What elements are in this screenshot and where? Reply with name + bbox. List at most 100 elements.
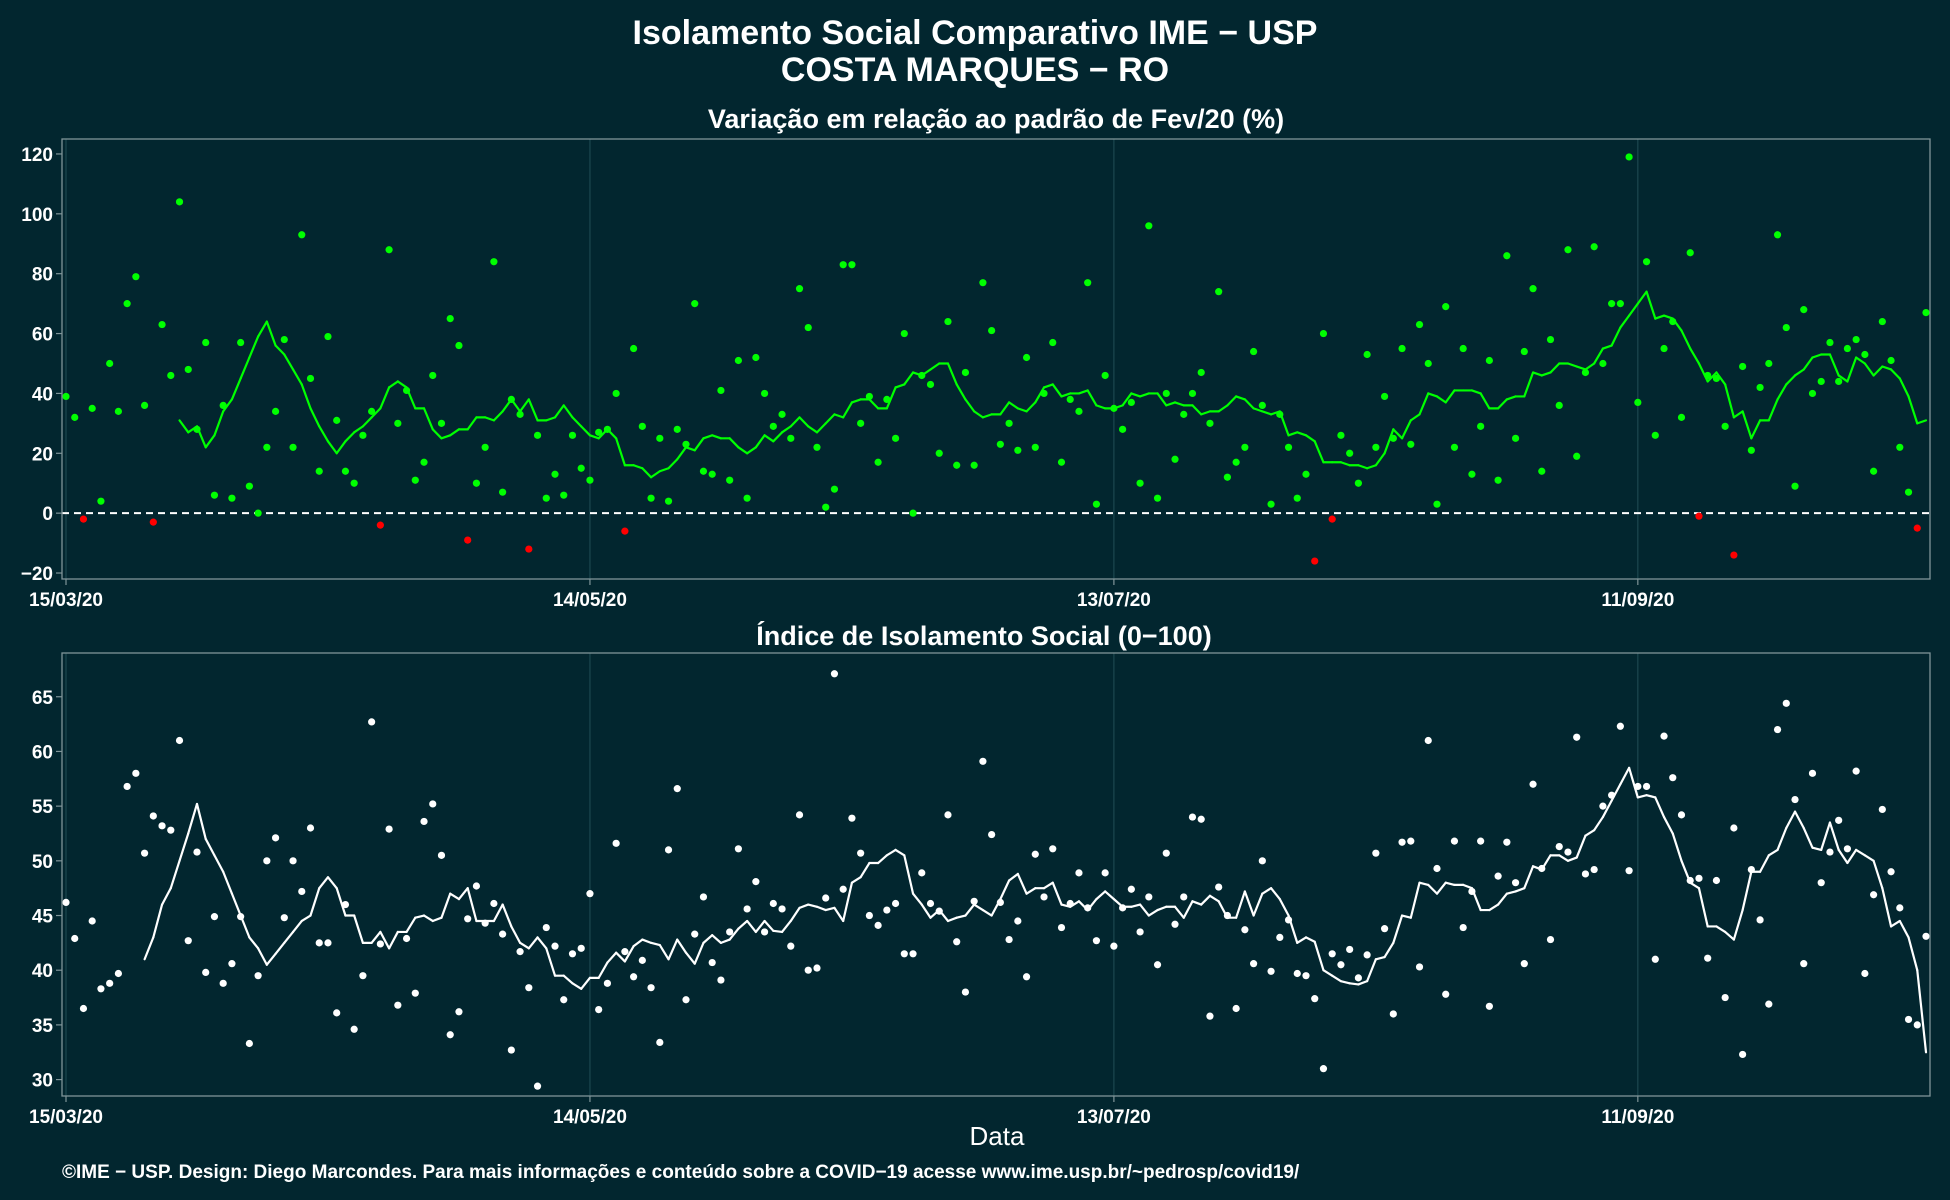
moving-average-segment	[1278, 898, 1290, 917]
data-point	[455, 1008, 463, 1016]
data-point	[1511, 879, 1520, 887]
data-point	[996, 440, 1004, 448]
moving-average-segment	[973, 410, 985, 419]
data-point	[1677, 413, 1686, 421]
moving-average-segment	[798, 903, 810, 909]
y-tick-label: 55	[32, 797, 54, 818]
panel2-grid	[65, 653, 1639, 1096]
moving-average-segment	[1610, 326, 1622, 347]
data-point	[1389, 434, 1397, 442]
data-point	[289, 443, 297, 451]
data-point	[953, 461, 961, 469]
data-point	[804, 323, 812, 332]
data-point	[1415, 320, 1424, 329]
moving-average-segment	[1793, 810, 1805, 830]
data-point	[341, 900, 350, 909]
data-point	[499, 930, 507, 938]
moving-average-segment	[1802, 826, 1814, 849]
data-point	[516, 948, 524, 956]
moving-average-segment	[466, 887, 478, 923]
moving-average-segment	[1497, 892, 1508, 906]
data-point	[1599, 359, 1607, 368]
data-point	[839, 261, 847, 269]
data-point	[420, 817, 428, 826]
moving-average-segment	[1034, 386, 1046, 404]
data-point	[245, 1039, 253, 1048]
moving-average-segment	[746, 919, 757, 934]
moving-average-segment	[1313, 440, 1325, 464]
data-point	[324, 939, 332, 947]
moving-average-segment	[536, 936, 548, 950]
y-tick-label: 40	[32, 961, 53, 982]
data-point	[324, 332, 332, 341]
data-point	[1739, 1050, 1747, 1059]
data-point	[1887, 868, 1895, 876]
moving-average-segment	[230, 892, 242, 917]
data-point	[664, 846, 673, 854]
moving-average-segment	[169, 859, 181, 890]
data-point	[1756, 383, 1764, 392]
data-point	[1101, 371, 1109, 380]
data-point	[1110, 942, 1118, 950]
moving-average-segment	[1366, 958, 1377, 983]
x-tick-label: 13/07/20	[1077, 1107, 1151, 1128]
moving-average-segment	[606, 951, 618, 964]
moving-average-segment	[1191, 404, 1203, 416]
moving-average-segment	[1488, 903, 1500, 912]
data-point	[1870, 467, 1878, 475]
data-point	[961, 988, 970, 996]
panel1-grid	[65, 139, 1639, 579]
moving-average-segment	[353, 914, 365, 944]
moving-average-segment	[1269, 887, 1281, 901]
moving-average-segment	[239, 356, 251, 380]
data-point	[699, 467, 708, 475]
moving-average-segment	[1138, 392, 1150, 398]
moving-average-segment	[571, 982, 583, 990]
moving-average-segment	[1811, 846, 1823, 851]
data-point	[691, 300, 699, 308]
data-point	[769, 422, 777, 430]
moving-average-segment	[833, 413, 845, 419]
data-point	[621, 948, 629, 956]
moving-average-segment	[1042, 881, 1054, 890]
data-point	[726, 476, 734, 484]
data-point	[1363, 951, 1371, 959]
data-point	[106, 979, 114, 987]
moving-average-segment	[1313, 940, 1325, 972]
data-point	[1442, 303, 1450, 311]
moving-average-segment	[580, 976, 592, 990]
moving-average-segment	[789, 416, 801, 428]
moving-average-segment	[1837, 374, 1849, 383]
data-point	[132, 769, 140, 777]
data-point	[682, 440, 690, 448]
data-point	[926, 899, 935, 908]
moving-average-segment	[492, 410, 504, 422]
moving-average-segment	[1505, 890, 1517, 895]
data-point	[1110, 404, 1118, 412]
moving-average-segment	[981, 413, 993, 419]
data-point	[1765, 359, 1773, 368]
data-point	[1459, 344, 1467, 353]
data-point	[1433, 864, 1441, 873]
moving-average-segment	[1165, 401, 1177, 407]
moving-average-segment	[1077, 389, 1089, 395]
data-point	[1538, 467, 1546, 475]
data-point	[446, 1031, 454, 1039]
data-point	[1896, 904, 1904, 912]
moving-average-segment	[1863, 362, 1875, 377]
moving-average-segment	[1226, 395, 1238, 407]
moving-average-segment	[1392, 428, 1404, 440]
moving-average-segment	[929, 362, 941, 371]
moving-average-segment	[1531, 371, 1543, 377]
data-point	[857, 419, 865, 427]
moving-average-segment	[955, 383, 967, 401]
data-point	[1704, 371, 1712, 380]
moving-average-segment	[309, 887, 321, 917]
moving-average-segment	[1462, 883, 1474, 890]
data-point	[271, 834, 280, 842]
moving-average-segment	[1339, 980, 1351, 985]
data-point	[743, 494, 751, 502]
data-point	[210, 491, 219, 499]
data-point	[1590, 243, 1598, 251]
moving-average-segment	[1671, 832, 1683, 862]
